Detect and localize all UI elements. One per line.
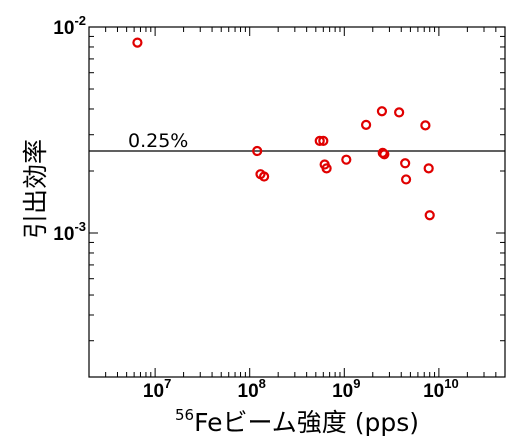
axis-ticks: [88, 26, 506, 378]
x-tick-label: 1010: [423, 376, 459, 402]
x-tick-labels: 107 108 109 1010: [143, 376, 459, 402]
y-tick-label-base: 10: [53, 18, 74, 39]
x-tick-label-exponent: 7: [164, 376, 171, 391]
data-point: [423, 163, 434, 174]
data-point: [379, 149, 390, 160]
data-point: [400, 158, 411, 169]
data-point: [360, 119, 372, 130]
data-point: [252, 145, 263, 157]
data-point: [259, 171, 270, 182]
data-point: [132, 37, 143, 48]
x-tick-label: 109: [332, 376, 360, 402]
x-tick-label: 107: [143, 376, 171, 402]
x-axis-title-text: Feビーム強度 (pps): [194, 408, 419, 437]
data-point: [341, 154, 352, 165]
y-tick-label: 10-3: [53, 219, 86, 245]
x-tick-label-exponent: 10: [444, 376, 458, 391]
y-tick-label-exponent: -2: [74, 13, 86, 28]
data-point: [394, 107, 405, 118]
data-point: [400, 174, 412, 185]
y-tick-label-exponent: -3: [74, 219, 86, 234]
y-tick-label-base: 10: [53, 224, 74, 245]
x-axis-title: 56Feビーム強度 (pps): [175, 406, 419, 437]
x-axis-title-superscript: 56: [175, 406, 194, 424]
plot-frame: [88, 26, 506, 378]
data-point: [376, 106, 388, 117]
data-point: [318, 135, 329, 146]
data-point: [314, 135, 325, 146]
reference-line-label: 0.25%: [128, 130, 188, 152]
y-tick-labels: 10-210-3: [53, 13, 86, 245]
data-point: [424, 210, 435, 221]
y-tick-label: 10-2: [53, 13, 86, 39]
x-tick-label-base: 10: [332, 381, 353, 402]
data-point: [377, 147, 388, 158]
x-tick-label-base: 10: [423, 381, 444, 402]
data-points: [132, 37, 435, 221]
x-tick-label-base: 10: [143, 381, 164, 402]
x-tick-label-exponent: 9: [353, 376, 360, 391]
y-axis-title: 引出効率: [21, 139, 50, 239]
data-point: [321, 163, 332, 174]
x-tick-label-base: 10: [238, 381, 259, 402]
x-tick-label: 108: [238, 376, 266, 402]
data-point: [420, 120, 431, 131]
x-tick-label-exponent: 8: [259, 376, 266, 391]
